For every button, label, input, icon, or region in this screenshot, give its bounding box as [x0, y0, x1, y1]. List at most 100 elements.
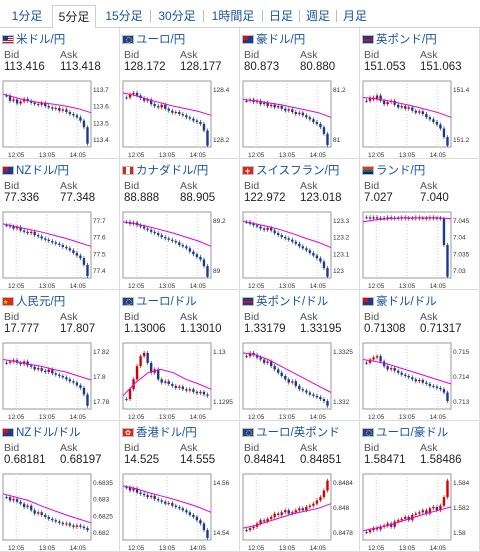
bid-value: 0.68181 — [4, 454, 46, 466]
candle-body — [171, 110, 174, 113]
candle-body — [294, 241, 297, 244]
candle-body — [266, 518, 269, 522]
currency-pair-link[interactable]: 英ポンド/ドル — [242, 294, 328, 310]
y-tick-label: 89 — [213, 268, 221, 275]
ask-label: Ask — [180, 442, 198, 454]
bid-value: 7.027 — [364, 192, 393, 204]
candlestick-chart: 0.8484 0.848 0.8478 12:05 13:05 14:05 — [242, 473, 353, 552]
candle-body — [135, 366, 139, 380]
candle-body — [315, 500, 319, 504]
candle-body — [37, 512, 40, 514]
candle-body — [19, 362, 22, 365]
candle-body — [79, 255, 82, 259]
bid-value: 128.172 — [124, 61, 166, 73]
tab-daily[interactable]: 日足 — [268, 9, 293, 23]
timeframe-tabs: 1分足 5分足 15分足 30分足 1時間足 日足 週足 月足 — [0, 0, 480, 29]
tab-5min[interactable]: 5分足 — [52, 5, 96, 29]
currency-pair-link[interactable]: ランド/円 — [362, 163, 425, 179]
candle-body — [382, 361, 386, 367]
candle-body — [262, 102, 266, 105]
bid-value: 77.336 — [4, 192, 40, 204]
y-tick-label: 1.3325 — [333, 349, 353, 356]
candlestick-chart: 0.715 0.714 0.713 12:05 13:05 14:05 — [362, 342, 470, 421]
tab-monthly[interactable]: 月足 — [342, 9, 367, 23]
currency-pair-link[interactable]: 豪ドル/ドル — [362, 294, 437, 310]
currency-pair-link[interactable]: ユーロ/ドル — [122, 294, 197, 310]
flag-icon — [362, 35, 374, 44]
ask-value: 7.040 — [420, 192, 449, 204]
candle-body — [322, 127, 326, 134]
x-tick-label: 12:05 — [248, 414, 265, 421]
mini-chart: 14.56 14.54 12:05 13:05 14:05 — [121, 472, 239, 552]
candle-body — [308, 505, 312, 507]
bid-label: Bid — [244, 180, 260, 192]
y-tick-label: 77.6 — [93, 235, 106, 242]
tab-30min[interactable]: 30分足 — [158, 9, 196, 23]
bid-value: 113.416 — [4, 61, 45, 73]
candle-body — [188, 512, 192, 515]
tab-weekly[interactable]: 週足 — [305, 9, 330, 23]
candle-body — [128, 487, 132, 491]
y-tick-label: 0.8478 — [333, 530, 353, 537]
pair-name: ユーロ/ドル — [136, 296, 197, 308]
candle-body — [181, 386, 185, 390]
candle-body — [29, 231, 33, 234]
candle-body — [421, 379, 425, 383]
x-tick-label: 14:05 — [310, 152, 327, 159]
tab-15min[interactable]: 15分足 — [105, 9, 143, 23]
candle-body — [382, 100, 386, 105]
currency-pair-link[interactable]: NZドル/ドル — [2, 425, 81, 441]
y-tick-label: 14.56 — [213, 480, 230, 487]
flag-icon — [2, 428, 14, 437]
ask-value: 0.68197 — [60, 454, 102, 466]
candle-body — [44, 370, 47, 373]
candle-body — [192, 118, 195, 121]
candle-body — [322, 261, 326, 269]
candle-body — [269, 104, 273, 107]
currency-pair-link[interactable]: ユーロ/豪ドル — [362, 425, 448, 441]
currency-pair-link[interactable]: 英ポンド/円 — [362, 32, 437, 48]
mini-chart: 1.3325 1.332 12:05 13:05 14:05 — [241, 341, 359, 421]
mini-chart: 81.2 81 12:05 13:05 14:05 — [241, 79, 359, 159]
ask-value: 128.177 — [180, 61, 222, 73]
currency-pair-link[interactable]: 米ドル/円 — [2, 32, 65, 48]
y-tick-label: 0.8484 — [333, 480, 353, 487]
candle-body — [326, 401, 329, 406]
currency-pair-link[interactable]: ユーロ/英ポンド — [242, 425, 340, 441]
candle-body — [411, 217, 414, 219]
currency-pair-link[interactable]: ユーロ/円 — [122, 32, 185, 48]
y-tick-label: 17.8 — [93, 374, 106, 381]
tab-1min[interactable]: 1分足 — [11, 9, 43, 23]
candle-body — [407, 107, 410, 109]
candle-body — [54, 242, 57, 244]
ask-value: 1.33195 — [300, 323, 342, 335]
currency-pair-link[interactable]: カナダドル/円 — [122, 163, 208, 179]
candle-body — [181, 245, 185, 247]
currency-pair-link[interactable]: NZドル/円 — [2, 163, 69, 179]
tab-1hour[interactable]: 1時間足 — [211, 9, 255, 23]
candle-body — [19, 227, 22, 231]
bid-value: 122.972 — [244, 192, 286, 204]
candle-body — [68, 112, 72, 114]
x-tick-label: 14:05 — [70, 545, 87, 552]
currency-pair-link[interactable]: 人民元/円 — [2, 294, 65, 311]
currency-pair-link[interactable]: スイスフラン/円 — [242, 163, 339, 179]
currency-pair-link[interactable]: 香港ドル/円 — [122, 425, 197, 442]
candle-body — [425, 114, 428, 118]
y-tick-label: 123 — [333, 268, 344, 275]
candle-body — [33, 102, 36, 105]
candle-body — [375, 356, 379, 358]
x-tick-label: 12:05 — [368, 414, 385, 421]
candle-body — [79, 117, 82, 121]
candle-body — [61, 245, 65, 247]
candle-body — [72, 114, 75, 116]
candle-body — [259, 357, 262, 360]
candle-body — [446, 245, 449, 277]
candle-body — [58, 374, 61, 376]
currency-pair-link[interactable]: 豪ドル/円 — [242, 32, 305, 48]
candle-body — [280, 372, 283, 376]
ask-value: 77.348 — [60, 192, 96, 204]
x-tick-label: 14:05 — [190, 545, 207, 552]
moving-average-line — [2, 223, 92, 247]
bid-label: Bid — [124, 49, 140, 61]
